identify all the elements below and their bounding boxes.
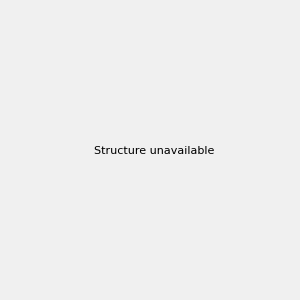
- Text: Structure unavailable: Structure unavailable: [94, 146, 214, 157]
